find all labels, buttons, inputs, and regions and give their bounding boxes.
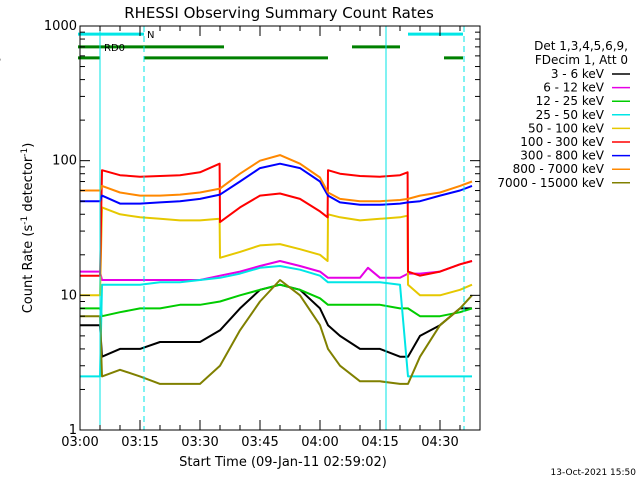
status-bar-label: RD0	[104, 43, 125, 54]
series-layer	[80, 154, 473, 385]
y-tick-label: 1000	[44, 19, 77, 34]
x-tick-label: 03:45	[241, 435, 278, 450]
x-tick-label: 03:30	[181, 435, 218, 450]
date-stamp: 13-Oct-2021 15:50	[551, 468, 637, 478]
legend-header-line: FDecim 1, Att 0	[535, 53, 628, 67]
legend-header-line: Det 1,3,4,5,6,9,	[534, 39, 628, 53]
series-line-8	[80, 279, 473, 385]
legend-label: 800 - 7000 keV	[513, 162, 605, 176]
x-tick-label: 04:00	[301, 435, 338, 450]
y-axis-label-part: )	[21, 143, 36, 148]
legend-label: 300 - 800 keV	[520, 149, 604, 163]
series-line-7	[80, 154, 473, 203]
x-axis: 03:00 03:15 03:30 03:45 04:00 04:15 04:30	[61, 26, 481, 450]
y-axis-label-part: Count Rate (s	[21, 225, 36, 314]
series-line-3	[80, 265, 472, 378]
legend-label: 12 - 25 keV	[536, 94, 605, 108]
status-bar-label: N	[147, 30, 154, 41]
status-bar-label: RD6	[0, 54, 1, 65]
vertical-line-layer	[99, 26, 465, 430]
y-tick-label: 1	[69, 423, 77, 438]
y-tick-label: 10	[60, 288, 77, 303]
legend-label: 25 - 50 keV	[536, 108, 605, 122]
y-axis-label-sup: -1	[20, 216, 30, 225]
x-axis-label: Start Time (09-Jan-11 02:59:02)	[179, 455, 387, 470]
x-tick-label: 04:30	[421, 435, 458, 450]
legend-label: 50 - 100 keV	[528, 121, 605, 135]
x-tick-label: 03:00	[61, 435, 98, 450]
y-axis-label: Count Rate (s-1 detector-1)	[20, 143, 36, 314]
series-line-5	[80, 162, 473, 277]
marker-layer: N RD0 RD6	[0, 30, 463, 65]
legend-label: 7000 - 15000 keV	[497, 176, 604, 190]
y-tick-label: 100	[52, 154, 77, 169]
legend-label: 100 - 300 keV	[520, 135, 604, 149]
x-tick-label: 04:15	[361, 435, 398, 450]
y-axis-label-sup: -1	[20, 148, 30, 157]
x-tick-label: 03:15	[121, 435, 158, 450]
y-axis-label-part: detector	[21, 156, 36, 216]
series-line-6	[80, 162, 473, 206]
legend: Det 1,3,4,5,6,9, FDecim 1, Att 0 3 - 6 k…	[497, 39, 630, 190]
legend-label: 3 - 6 keV	[551, 67, 605, 81]
chart-title: RHESSI Observing Summary Count Rates	[124, 4, 434, 22]
y-axis: 1 10 100 1000	[44, 19, 480, 438]
legend-label: 6 - 12 keV	[543, 81, 605, 95]
